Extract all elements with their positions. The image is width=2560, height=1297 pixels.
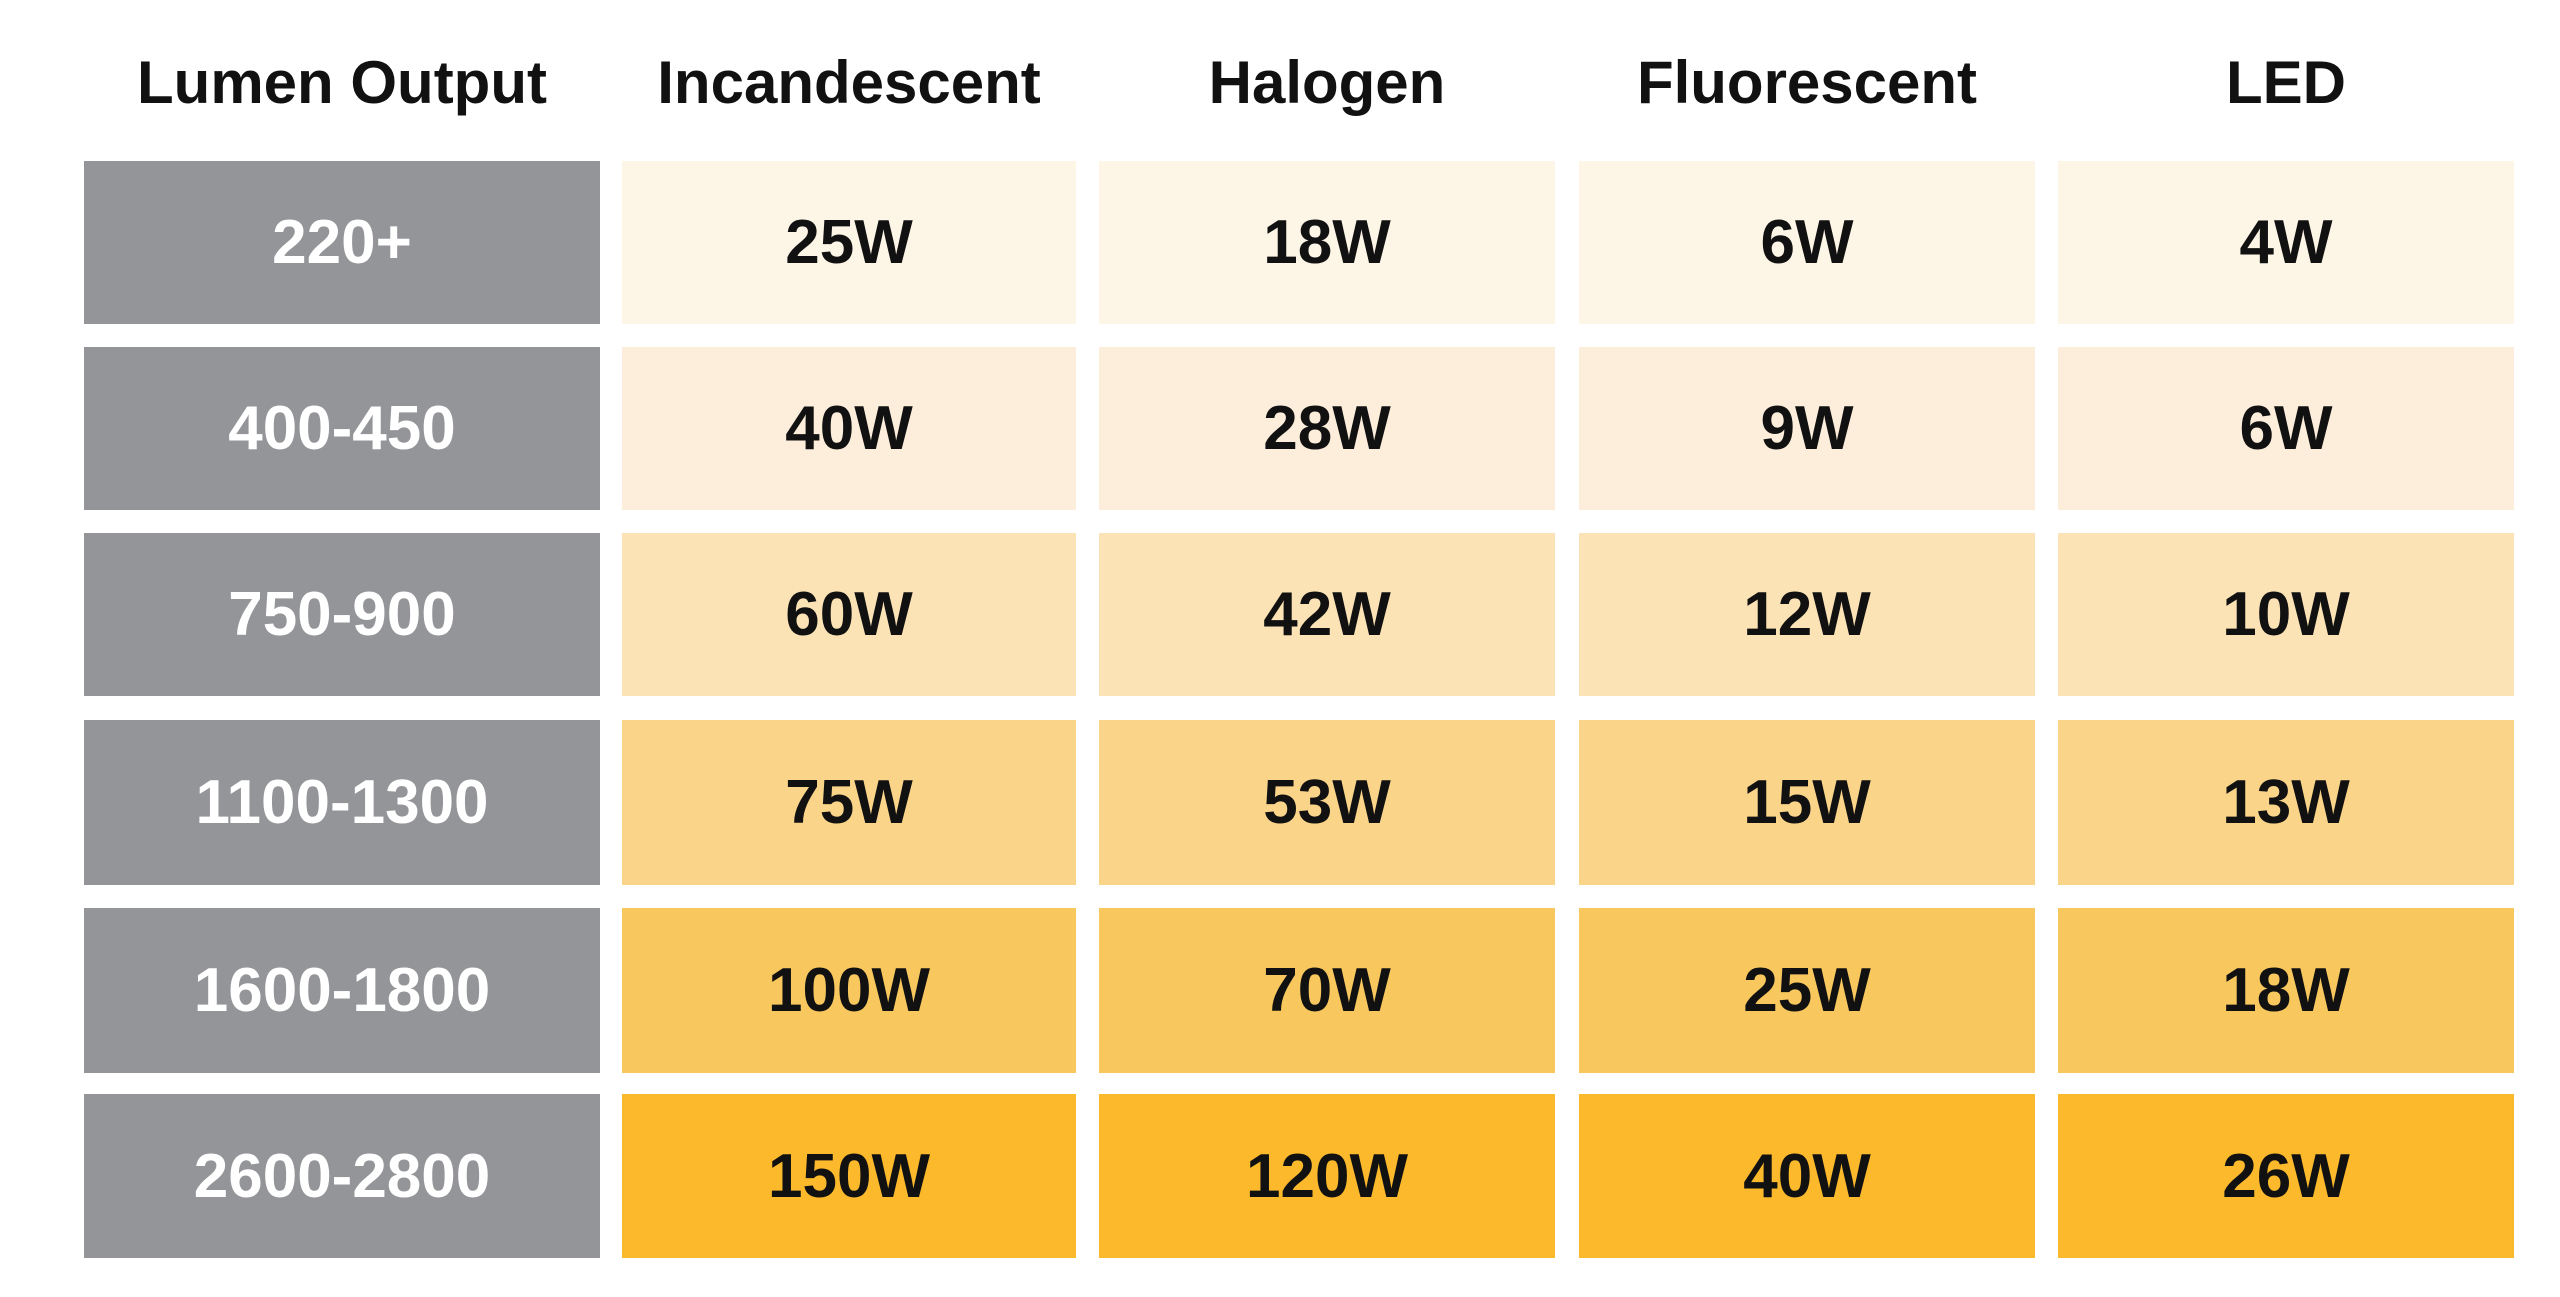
row-label: 750-900 (84, 533, 600, 696)
column-header: Halogen (1208, 49, 1446, 116)
wattage-cell: 28W (1099, 347, 1555, 510)
row-label: 1100-1300 (84, 720, 600, 885)
wattage-cell: 18W (2058, 908, 2514, 1073)
wattage-cell: 25W (1579, 908, 2035, 1073)
wattage-cell: 10W (2058, 533, 2514, 696)
wattage-cell: 6W (2058, 347, 2514, 510)
wattage-cell: 4W (2058, 161, 2514, 324)
wattage-cell: 150W (622, 1094, 1076, 1258)
column-header: Fluorescent (1636, 49, 1978, 116)
wattage-cell: 42W (1099, 533, 1555, 696)
wattage-cell: 12W (1579, 533, 2035, 696)
wattage-cell: 25W (622, 161, 1076, 324)
row-label: 400-450 (84, 347, 600, 510)
column-header: Incandescent (657, 49, 1041, 116)
column-header: LED (2226, 49, 2346, 116)
row-label: 220+ (84, 161, 600, 324)
column-header: Lumen Output (137, 49, 547, 116)
wattage-cell: 40W (1579, 1094, 2035, 1258)
wattage-cell: 53W (1099, 720, 1555, 885)
wattage-cell: 6W (1579, 161, 2035, 324)
wattage-cell: 120W (1099, 1094, 1555, 1258)
wattage-cell: 9W (1579, 347, 2035, 510)
wattage-cell: 75W (622, 720, 1076, 885)
wattage-cell: 15W (1579, 720, 2035, 885)
wattage-cell: 13W (2058, 720, 2514, 885)
wattage-cell: 18W (1099, 161, 1555, 324)
wattage-cell: 60W (622, 533, 1076, 696)
row-label: 1600-1800 (84, 908, 600, 1073)
wattage-cell: 100W (622, 908, 1076, 1073)
wattage-cell: 26W (2058, 1094, 2514, 1258)
row-label: 2600-2800 (84, 1094, 600, 1258)
wattage-cell: 40W (622, 347, 1076, 510)
wattage-cell: 70W (1099, 908, 1555, 1073)
